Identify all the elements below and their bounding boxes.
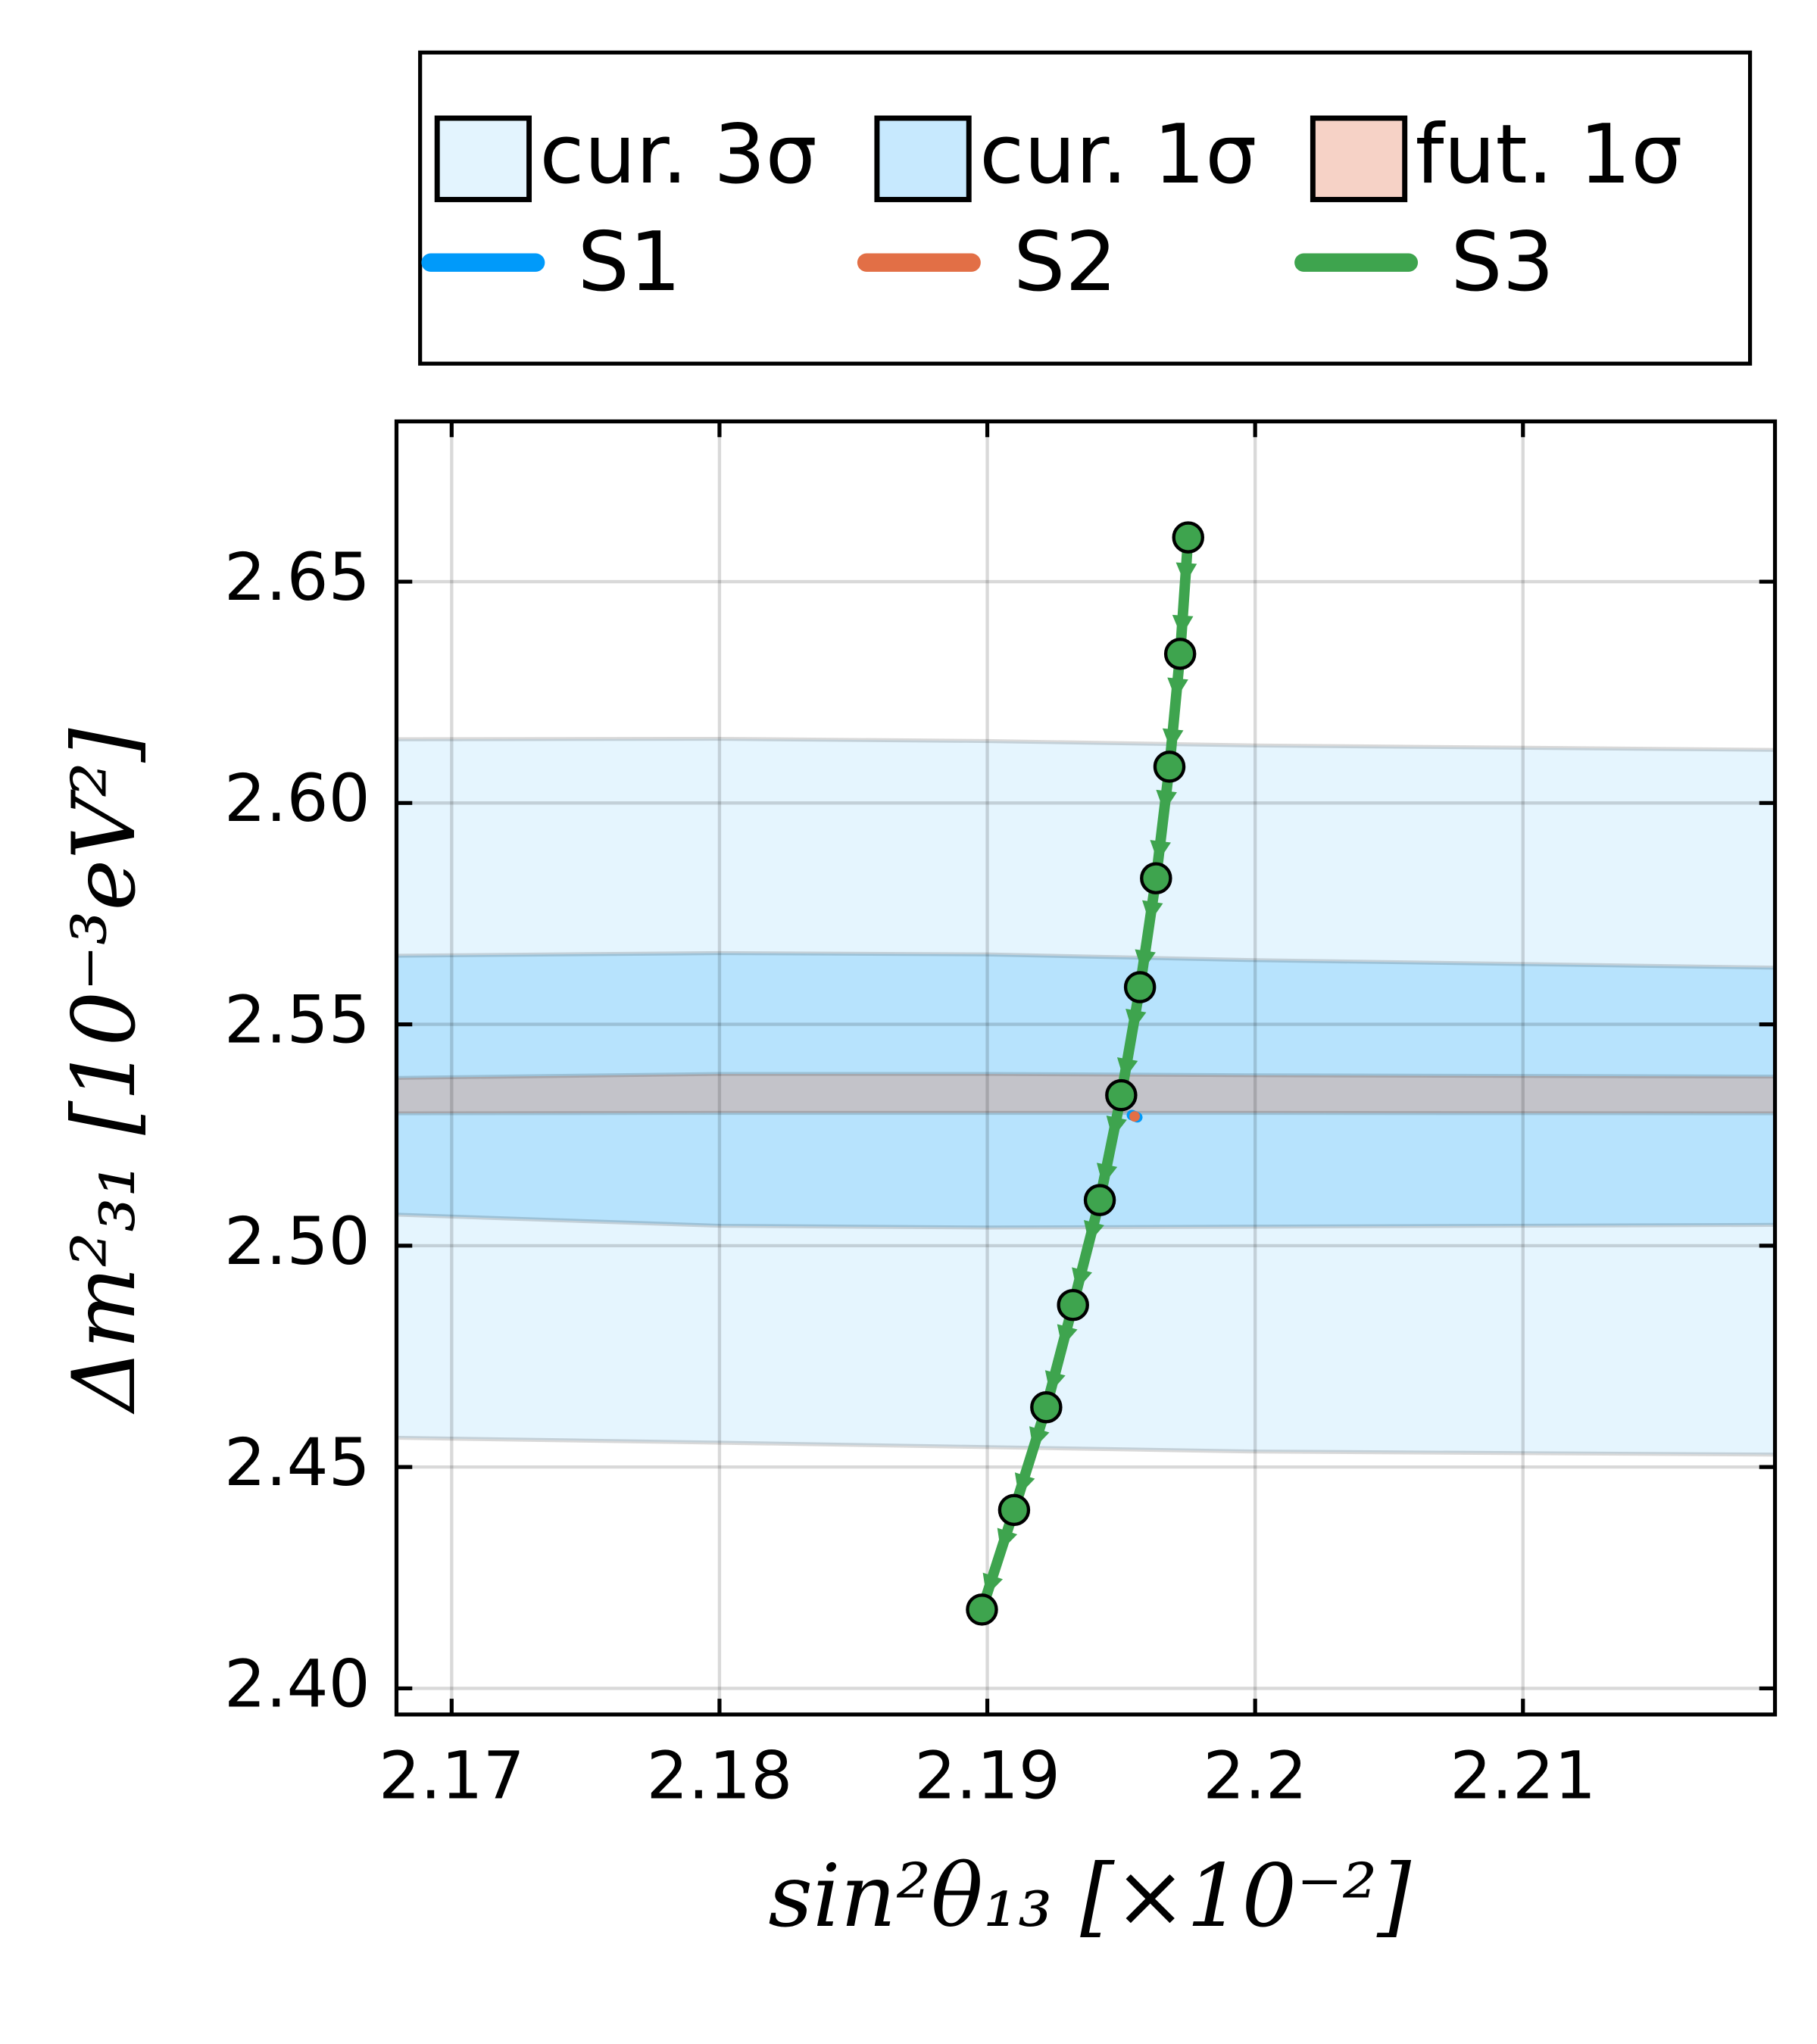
x-tick-label: 2.17 [379,1738,525,1814]
direction-arrow [1057,1324,1078,1347]
legend-swatch [437,118,529,200]
x-tick-label: 2.19 [914,1738,1060,1814]
direction-arrow [1014,1472,1035,1496]
y-tick-label: 2.40 [224,1646,370,1722]
band-fill [398,953,1775,1228]
direction-arrow [1072,1267,1092,1290]
legend-label: cur. 3σ [539,108,816,202]
band-edge [398,736,1775,752]
y-tick-label: 2.45 [224,1425,370,1501]
series-marker [1123,971,1157,1003]
band-edge [398,1110,1775,1116]
legend-label: S3 [1450,215,1554,310]
legend-label: cur. 1σ [979,108,1257,202]
x-tick-label: 2.18 [646,1738,792,1814]
direction-arrow [997,1528,1018,1552]
x-axis-label: sin²θ₁₃ [×10⁻²] [768,1846,1411,1946]
band-fill [398,1074,1775,1114]
direction-arrow [1142,900,1163,923]
legend-swatch [874,115,972,202]
direction-arrow [982,1572,1004,1596]
direction-arrow [1116,1057,1138,1080]
direction-arrow [1096,1162,1118,1186]
legend-swatch [876,118,969,200]
series-marker [997,1493,1031,1527]
legend-label: S1 [578,215,682,310]
series-marker [1172,521,1204,554]
direction-arrow [1135,949,1156,972]
direction-arrow [1125,1008,1147,1031]
direction-arrow [1167,677,1188,700]
band-edge [398,1072,1775,1080]
series-marker [1083,1184,1116,1216]
y-tick-label: 2.65 [224,540,370,616]
y-tick-label: 2.60 [224,761,370,837]
x-tick-label: 2.2 [1203,1738,1307,1814]
series-marker [1030,1390,1063,1424]
series-marker [1057,1288,1089,1322]
direction-arrow [1175,562,1197,585]
y-axis-label: Δm²₃₁ [10⁻³eV²] [54,728,155,1415]
y-tick-label: 2.50 [224,1204,370,1280]
series-marker [1163,638,1197,670]
direction-arrow [1029,1426,1050,1450]
direction-arrow [1150,840,1171,863]
direction-arrow [1162,728,1184,751]
band-edge [398,1435,1775,1457]
x-tick-label: 2.21 [1450,1738,1596,1814]
band-edge [398,950,1775,970]
series-marker [1105,1078,1138,1112]
legend-label: fut. 1σ [1416,108,1683,202]
legend-label: S2 [1013,215,1117,310]
band-fill [398,738,1775,1455]
series-marker [1140,862,1172,894]
series-marker [1153,751,1186,783]
series-marker [966,1593,998,1626]
band-edge [398,1212,1775,1230]
direction-arrow [1106,1116,1127,1138]
direction-arrow [1156,789,1177,813]
legend-swatch [1313,118,1405,200]
y-tick-label: 2.55 [224,983,370,1059]
direction-arrow [1172,614,1194,637]
series-point [1129,1111,1140,1122]
legend-swatch [434,115,532,202]
legend-swatch [1310,115,1408,202]
direction-arrow [1084,1220,1104,1244]
legend-box [418,50,1753,366]
direction-arrow [1044,1370,1066,1393]
plot-frame [394,419,1778,1717]
